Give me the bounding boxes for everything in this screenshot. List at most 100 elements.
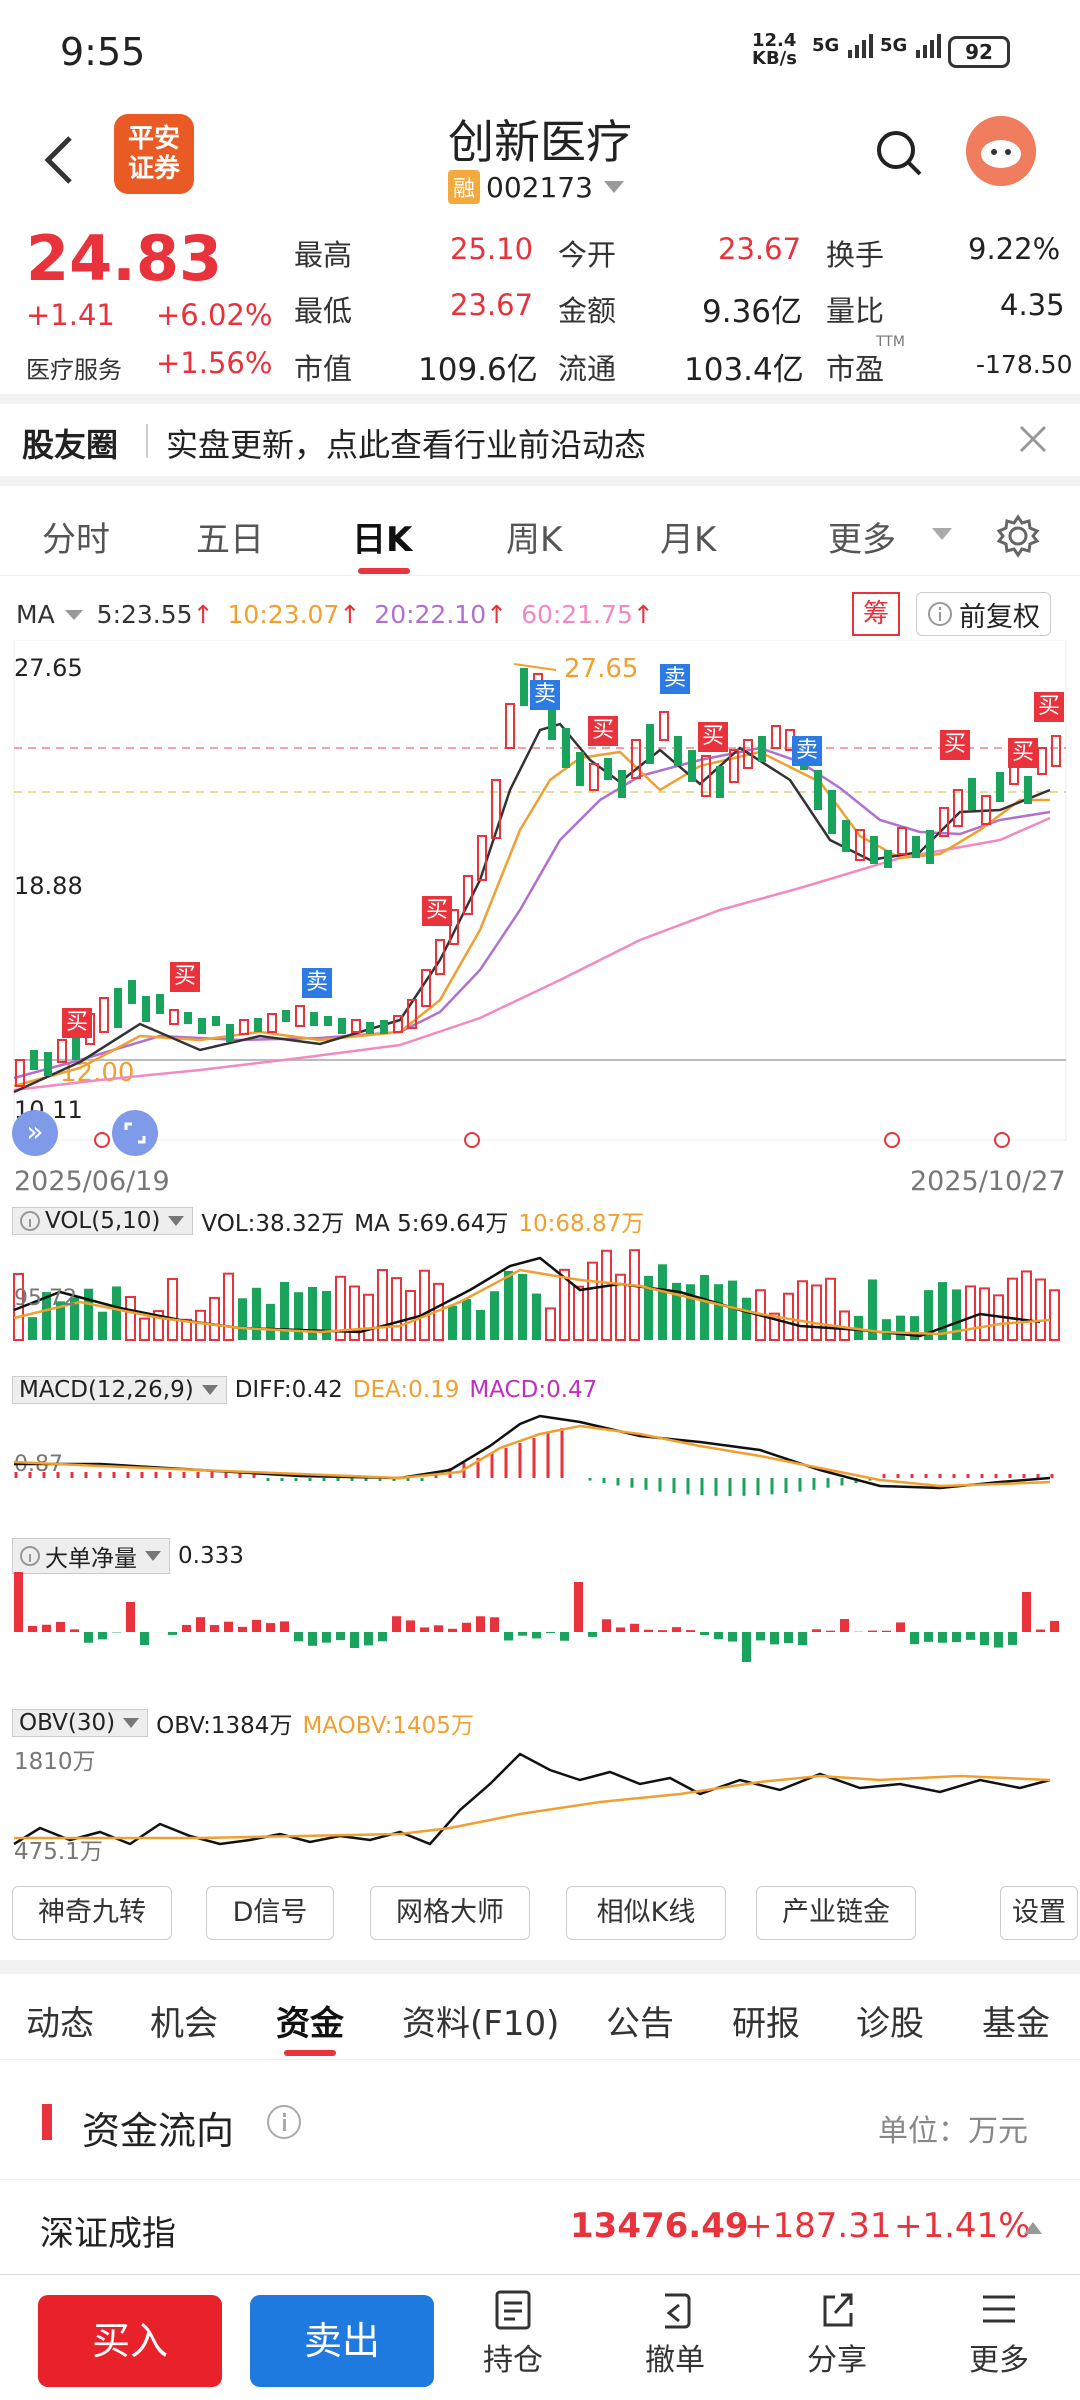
bigorder-bar [56, 1621, 65, 1632]
volume-bar [476, 1309, 485, 1340]
func-industry-chain[interactable]: 产业链金 [756, 1886, 916, 1940]
adjust-toggle[interactable]: 前复权 [916, 592, 1051, 636]
chip-button[interactable]: 筹 [852, 592, 900, 636]
fullscreen-icon[interactable] [112, 1110, 158, 1156]
macd-selector[interactable]: MACD(12,26,9) [12, 1376, 227, 1404]
bigorder-bar [728, 1632, 737, 1642]
buy-marker[interactable]: 买 [422, 896, 452, 926]
func-settings[interactable]: 设置 [1000, 1886, 1078, 1940]
bigorder-bar [798, 1632, 807, 1646]
mcap-value: 109.6亿 [418, 352, 538, 388]
tab-f10[interactable]: 资料(F10) [402, 2004, 560, 2044]
tab-intraday[interactable]: 分时 [42, 520, 110, 560]
nav-positions[interactable]: 持仓 [468, 2289, 558, 2379]
logo-line-2: 证券 [127, 154, 180, 184]
bigorder-bar [742, 1632, 751, 1662]
volume-bar [658, 1264, 667, 1340]
cancel-order-icon [665, 2293, 691, 2329]
bigorder-bar [882, 1630, 891, 1632]
obv-selector[interactable]: OBV(30) [12, 1709, 149, 1737]
caret-down-icon [64, 609, 83, 620]
buy-marker[interactable]: 买 [698, 722, 728, 752]
nav-more[interactable]: 更多 [954, 2289, 1044, 2379]
index-ticker[interactable]: 深证成指 13476.49 +187.31 +1.41% [0, 2184, 1080, 2274]
kline-chart[interactable]: MA 5:23.55 ↑ 10:23.07 ↑ 20:22.10 ↑ 60:21.75… [0, 580, 1080, 1880]
bigorder-bar [392, 1616, 401, 1632]
volume-bar [825, 1277, 836, 1341]
settings-gear-icon[interactable] [996, 514, 1040, 558]
unit-label: 单位：万元 [878, 2114, 1028, 2149]
bigorder-chart [14, 1572, 1059, 1662]
tab-monthly-k[interactable]: 月K [660, 520, 717, 560]
avatar[interactable] [966, 116, 1036, 186]
bigorder-bar [546, 1632, 555, 1634]
macd-legend[interactable]: MACD(12,26,9) DIFF:0.42 DEA:0.19 MACD:0.… [12, 1376, 597, 1404]
func-similar-kline[interactable]: 相似K线 [566, 1886, 726, 1940]
func-d-signal[interactable]: D信号 [206, 1886, 334, 1940]
tab-news[interactable]: 动态 [26, 2004, 94, 2044]
tab-announcements[interactable]: 公告 [606, 2004, 674, 2044]
index-pct: +1.41% [894, 2206, 1031, 2246]
nav-share[interactable]: 分享 [792, 2289, 882, 2379]
macd-dea: DEA:0.19 [352, 1377, 460, 1403]
func-magic-nine[interactable]: 神奇九转 [12, 1886, 172, 1940]
buy-marker[interactable]: 买 [940, 730, 970, 760]
tab-funds[interactable]: 资金 [276, 2004, 344, 2044]
tab-weekly-k[interactable]: 周K [506, 520, 563, 560]
pe-value: -178.50 [976, 350, 1073, 379]
ma-legend[interactable]: MA 5:23.55 ↑ 10:23.07 ↑ 20:22.10 ↑ 60:21.75… [16, 600, 654, 629]
tab-five-day[interactable]: 五日 [196, 520, 264, 560]
back-arrow-icon[interactable] [36, 130, 86, 190]
stock-code-row[interactable]: 融 002173 [448, 170, 627, 204]
buy-marker[interactable]: 买 [170, 962, 200, 992]
volume-bar [545, 1307, 556, 1341]
buy-marker[interactable]: 买 [62, 1008, 92, 1038]
bigorder-bar [28, 1626, 37, 1632]
buy-marker[interactable]: 买 [1008, 738, 1038, 768]
close-icon[interactable] [1018, 424, 1048, 454]
bigorder-bar [504, 1632, 513, 1641]
volume-bar [896, 1315, 905, 1340]
vol-legend[interactable]: VOL(5,10) VOL:38.32万 MA 5:69.64万 10:68.8… [12, 1204, 644, 1238]
bigorder-bar [714, 1632, 723, 1640]
bigorder-bar [1050, 1620, 1059, 1632]
logo-line-1: 平安 [127, 124, 180, 154]
volume-bar [952, 1289, 961, 1340]
sell-marker[interactable]: 卖 [660, 664, 690, 694]
status-bar: 9:55 12.4 KB/s 5G 5G 92 [0, 0, 1080, 100]
tab-fund-products[interactable]: 基金 [982, 2004, 1050, 2044]
info-icon [928, 602, 952, 626]
bigorder-bar [126, 1602, 135, 1632]
banner-text: 实盘更新，点此查看行业前沿动态 [166, 426, 647, 464]
sell-marker[interactable]: 卖 [302, 968, 332, 998]
net-speed-unit: KB/s [752, 48, 797, 69]
buy-marker[interactable]: 买 [1034, 692, 1064, 722]
volume-bar [490, 1291, 499, 1340]
func-grid-master[interactable]: 网格大师 [370, 1886, 530, 1940]
sell-button[interactable]: 卖出 [250, 2295, 434, 2387]
sell-marker[interactable]: 卖 [792, 736, 822, 766]
signal-1-label: 5G [812, 35, 840, 56]
sell-marker[interactable]: 卖 [530, 680, 560, 710]
bigorder-bar [434, 1625, 443, 1632]
sector-name[interactable]: 医疗服务 [26, 356, 122, 384]
macd-label: MACD(12,26,9) [19, 1377, 194, 1403]
tab-opportunity[interactable]: 机会 [150, 2004, 218, 2044]
nav-cancel-order[interactable]: 撤单 [630, 2289, 720, 2379]
tab-research[interactable]: 研报 [732, 2004, 800, 2044]
community-banner[interactable]: 股友圈 实盘更新，点此查看行业前沿动态 [0, 394, 1080, 486]
search-icon[interactable] [874, 128, 924, 178]
obv-legend[interactable]: OBV(30) OBV:1384万 MAOBV:1405万 [12, 1706, 474, 1740]
tab-more[interactable]: 更多 [828, 520, 896, 560]
maobv-value: MAOBV:1405万 [302, 1713, 474, 1739]
bigorder-selector[interactable]: 大单净量 [12, 1538, 170, 1574]
volume-bar [965, 1285, 976, 1341]
tab-diagnosis[interactable]: 诊股 [856, 2004, 924, 2044]
info-icon[interactable] [266, 2104, 302, 2140]
vol-selector[interactable]: VOL(5,10) [12, 1207, 194, 1235]
expand-icon[interactable]: » [12, 1110, 58, 1156]
buy-marker[interactable]: 买 [588, 716, 618, 746]
buy-button[interactable]: 买入 [38, 2295, 222, 2387]
tab-daily-k[interactable]: 日K [352, 520, 413, 560]
bigorder-legend[interactable]: 大单净量 0.333 [12, 1538, 244, 1574]
